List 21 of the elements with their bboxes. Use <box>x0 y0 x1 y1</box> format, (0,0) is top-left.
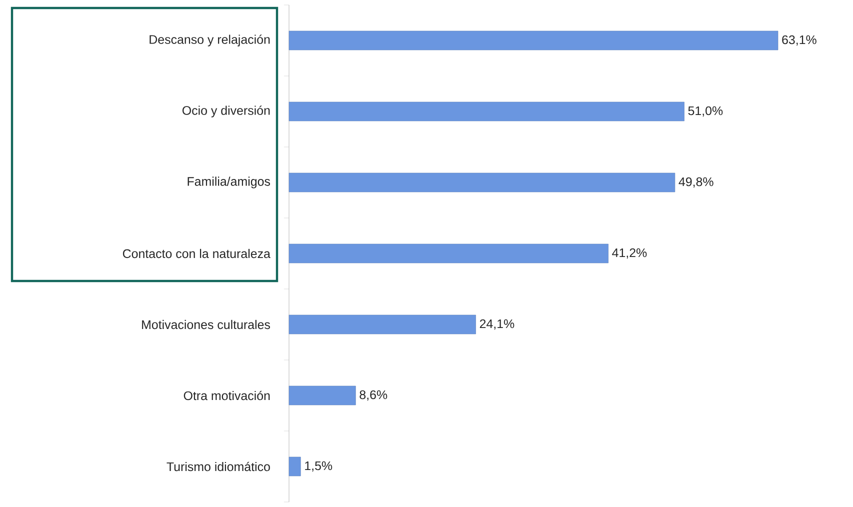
y-tick-label: Motivaciones culturales <box>142 320 270 330</box>
data-label: 8,6% <box>360 390 388 401</box>
data-label: 1,5% <box>305 461 332 472</box>
bar <box>288 386 356 406</box>
bar <box>288 244 608 264</box>
y-tick-label: Otra motivación <box>184 390 270 400</box>
y-tick-label: Turismo idiomático <box>166 462 270 472</box>
bar <box>288 102 684 122</box>
bar <box>288 172 676 192</box>
bar <box>288 456 301 476</box>
data-label: 51,0% <box>688 106 723 117</box>
y-tick-label: Ocio y diversión <box>182 106 270 118</box>
y-tick-label: Familia/amigos <box>188 176 270 188</box>
data-label: 41,2% <box>612 248 647 259</box>
data-label: 49,8% <box>678 177 714 188</box>
bar <box>288 314 476 334</box>
bar <box>288 30 778 50</box>
y-tick-label: Descanso y relajación <box>150 34 270 46</box>
data-label: 63,1% <box>782 35 816 46</box>
y-tick-label: Contacto con la naturaleza <box>122 248 270 258</box>
data-label: 24,1% <box>480 319 514 330</box>
